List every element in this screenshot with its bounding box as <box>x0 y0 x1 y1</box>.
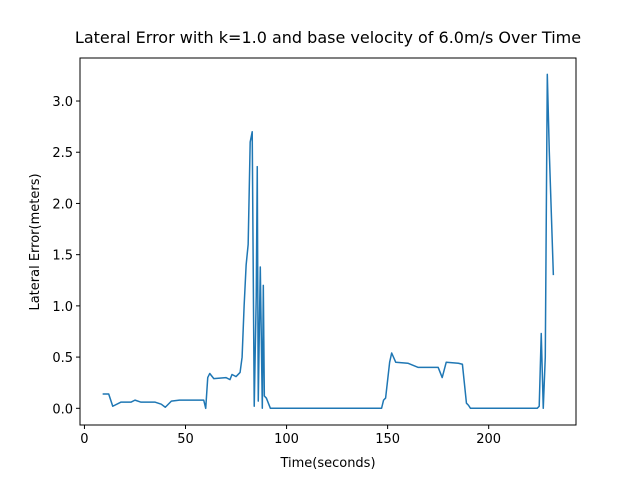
y-axis-label: Lateral Error(meters) <box>28 173 43 310</box>
x-tick-label: 200 <box>476 432 501 447</box>
y-tick-label: 1.0 <box>52 300 73 315</box>
x-tick-label: 100 <box>274 432 299 447</box>
y-tick-label: 1.5 <box>52 249 73 264</box>
plot-frame <box>79 57 577 426</box>
x-tick-label: 150 <box>375 432 400 447</box>
y-tick-label: 2.0 <box>52 197 73 212</box>
chart-title: Lateral Error with k=1.0 and base veloci… <box>75 28 581 47</box>
y-tick-label: 0.5 <box>52 351 73 366</box>
y-tick-label: 2.5 <box>52 146 73 161</box>
y-tick-label: 3.0 <box>52 95 73 110</box>
data-line <box>102 73 555 410</box>
x-tick-label: 50 <box>177 432 194 447</box>
x-tick-label: 0 <box>80 432 88 447</box>
x-axis-label: Time(seconds) <box>279 456 375 471</box>
y-tick-label: 0.0 <box>52 402 73 417</box>
